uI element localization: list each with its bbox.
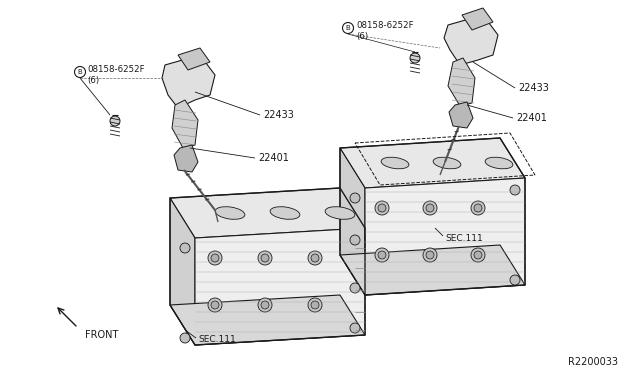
Text: SEC.111: SEC.111 <box>198 336 236 344</box>
Circle shape <box>208 298 222 312</box>
Circle shape <box>423 248 437 262</box>
Circle shape <box>350 193 360 203</box>
Circle shape <box>410 53 420 63</box>
Ellipse shape <box>381 157 409 169</box>
Circle shape <box>474 251 482 259</box>
Text: SEC.111: SEC.111 <box>445 234 483 243</box>
Polygon shape <box>340 138 525 188</box>
Polygon shape <box>170 188 365 238</box>
Text: B: B <box>346 25 350 31</box>
Circle shape <box>510 185 520 195</box>
Circle shape <box>308 298 322 312</box>
Circle shape <box>211 254 219 262</box>
Ellipse shape <box>325 207 355 219</box>
Polygon shape <box>170 295 365 345</box>
Circle shape <box>180 243 190 253</box>
Circle shape <box>471 248 485 262</box>
Polygon shape <box>172 100 198 148</box>
Polygon shape <box>365 178 525 295</box>
Text: (6): (6) <box>87 76 99 84</box>
Polygon shape <box>178 48 210 70</box>
Circle shape <box>510 275 520 285</box>
Text: FRONT: FRONT <box>85 330 118 340</box>
Circle shape <box>261 254 269 262</box>
Polygon shape <box>449 102 473 128</box>
Circle shape <box>311 301 319 309</box>
Circle shape <box>74 67 86 77</box>
Circle shape <box>375 201 389 215</box>
Text: 22433: 22433 <box>263 110 294 120</box>
Text: B: B <box>77 69 83 75</box>
Polygon shape <box>195 228 365 345</box>
Circle shape <box>110 116 120 126</box>
Text: 08158-6252F: 08158-6252F <box>356 20 413 29</box>
Circle shape <box>474 204 482 212</box>
Polygon shape <box>174 145 198 172</box>
Circle shape <box>311 254 319 262</box>
Ellipse shape <box>270 207 300 219</box>
Circle shape <box>258 298 272 312</box>
Ellipse shape <box>433 157 461 169</box>
Polygon shape <box>340 148 365 295</box>
Circle shape <box>180 333 190 343</box>
Circle shape <box>211 301 219 309</box>
Circle shape <box>342 22 353 33</box>
Ellipse shape <box>215 207 245 219</box>
Circle shape <box>350 235 360 245</box>
Text: R2200033: R2200033 <box>568 357 618 367</box>
Circle shape <box>350 283 360 293</box>
Polygon shape <box>162 55 215 108</box>
Polygon shape <box>444 15 498 65</box>
Circle shape <box>261 301 269 309</box>
Text: 22433: 22433 <box>518 83 549 93</box>
Circle shape <box>423 201 437 215</box>
Ellipse shape <box>485 157 513 169</box>
Circle shape <box>350 323 360 333</box>
Circle shape <box>375 248 389 262</box>
Circle shape <box>426 251 434 259</box>
Polygon shape <box>448 58 475 106</box>
Polygon shape <box>462 8 493 30</box>
Text: 22401: 22401 <box>516 113 547 123</box>
Text: 08158-6252F: 08158-6252F <box>87 64 145 74</box>
Circle shape <box>471 201 485 215</box>
Text: 22401: 22401 <box>258 153 289 163</box>
Circle shape <box>208 251 222 265</box>
Circle shape <box>426 204 434 212</box>
Circle shape <box>258 251 272 265</box>
Text: (6): (6) <box>356 32 368 41</box>
Polygon shape <box>170 198 195 345</box>
Circle shape <box>378 204 386 212</box>
Circle shape <box>378 251 386 259</box>
Circle shape <box>308 251 322 265</box>
Polygon shape <box>340 245 525 295</box>
